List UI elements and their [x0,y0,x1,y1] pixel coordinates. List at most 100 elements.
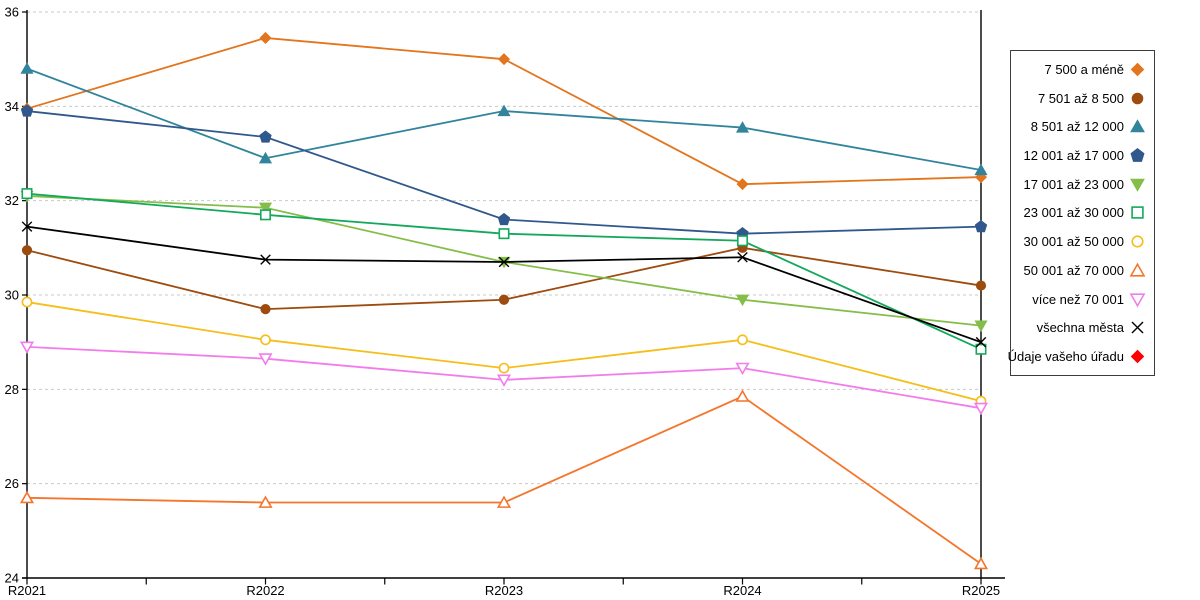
legend-item-label: více než 70 001 [1032,291,1124,307]
legend-marker [1130,148,1145,162]
data-point [20,62,34,74]
legend-marker [1131,321,1144,334]
legend-item-label: 8 501 až 12 000 [1030,119,1124,135]
legend-item-5: 23 001 až 30 000 [1017,204,1146,221]
data-point [975,280,987,291]
circle-icon [1131,235,1144,248]
data-point [258,151,273,164]
circle-icon [1131,92,1144,104]
diamond-icon [1130,62,1145,77]
y-axis-tick-label: 28 [5,382,19,397]
data-point [973,556,989,570]
y-axis-tick-label: 26 [5,476,19,491]
triangle-down-icon [1130,178,1145,192]
data-point [19,490,35,504]
data-point [737,251,748,263]
legend-item-label: Údaje vašeho úřadu [1007,348,1124,364]
legend-item-label: 12 001 až 17 000 [1023,148,1124,164]
data-point [497,212,511,226]
chart-legend: 7 500 a méně 7 501 až 8 500 8 501 až 12 00… [1008,50,1155,376]
data-point [258,202,273,215]
data-point [973,402,989,416]
legend-item-2: 8 501 až 12 000 [1017,118,1146,135]
legend-item-4: 17 001 až 23 000 [1017,176,1146,193]
legend-item-label: 7 501 až 8 500 [1037,90,1124,106]
data-point [974,163,988,176]
data-point [21,188,33,200]
data-point [258,495,273,508]
data-point [975,343,987,355]
legend-item-label: 50 001 až 70 000 [1023,262,1124,278]
data-point [498,294,510,305]
legend-item-label: 7 500 a méně [1044,62,1124,77]
legend-marker [1130,62,1145,77]
data-point [735,389,750,402]
data-point [496,374,512,387]
x-axis-tick-label: R2021 [8,583,46,598]
legend-item-label: všechna města [1036,320,1124,336]
data-point [497,104,511,117]
data-point [498,362,510,374]
line-chart-plot: 24 26 28 30 32 34 36 R2021 R2022 R2023 R2024 R2025 [5,5,1005,598]
y-axis-tick-label: 30 [5,288,19,303]
x-axis-tick-label: R2024 [723,583,761,598]
series-line-2 [26,67,982,171]
legend-marker [1129,262,1146,277]
legend-item-8: více než 70 001 [1017,291,1146,308]
legend-item-3: 12 001 až 17 000 [1017,147,1146,164]
y-axis-tick-label: 36 [5,5,19,20]
x-icon [1131,321,1144,334]
x-axis-tick-label: R2025 [962,583,1000,598]
series-line-7 [26,395,982,565]
legend-item-1: 7 501 až 8 500 [1017,90,1146,107]
legend-item-label: 30 001 až 50 000 [1023,234,1124,250]
legend-item-9: všechna města [1017,319,1146,336]
legend-item-0: 7 500 a méně [1017,61,1146,78]
square-icon [1131,206,1144,220]
triangle-down-icon [1129,292,1146,307]
legend-item-6: 30 001 až 50 000 [1017,233,1146,250]
legend-marker [1131,206,1144,220]
data-point [20,104,34,117]
data-point [974,320,988,333]
data-point [258,353,273,366]
pentagon-icon [1130,148,1145,162]
data-point [735,362,750,376]
y-axis-tick-label: 34 [5,99,19,114]
data-point [735,121,750,133]
legend-item-label: 17 001 až 23 000 [1023,176,1124,192]
y-axis-tick-label: 24 [5,571,19,586]
legend-marker [1130,119,1145,133]
data-point [975,336,987,348]
data-point [21,296,33,308]
data-point [498,228,510,240]
legend-marker [1131,92,1144,104]
legend-item-10: Údaje vašeho úřadu [1008,348,1146,365]
x-axis-tick-label: R2023 [485,583,523,598]
data-point [260,254,271,265]
data-point [260,304,271,315]
data-point [736,178,749,191]
data-point [737,334,748,346]
y-axis-tick-label: 32 [5,193,19,208]
data-point [21,221,33,232]
data-point [974,219,988,233]
triangle-up-icon [1129,262,1146,277]
data-point [259,130,272,143]
data-point [19,341,35,354]
diamond-icon [1130,349,1145,364]
data-point [259,31,272,44]
data-point [497,53,511,66]
data-point [260,334,271,346]
legend-marker [1130,349,1145,364]
data-point [498,256,510,268]
legend-item-label: 23 001 až 30 000 [1023,205,1124,221]
legend-marker [1130,178,1145,192]
data-point [260,209,271,221]
data-point [496,495,512,508]
data-point [735,294,750,307]
legend-marker [1129,292,1146,307]
data-point [21,245,33,256]
triangle-up-icon [1130,119,1145,133]
